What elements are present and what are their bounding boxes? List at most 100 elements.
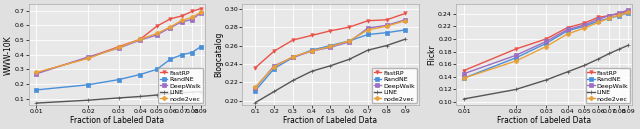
LINE	[252, 102, 259, 103]
LINE	[84, 99, 92, 101]
Line: FastRP: FastRP	[253, 12, 407, 69]
RandNE	[197, 46, 205, 47]
node2vec	[580, 27, 588, 29]
LINE	[115, 97, 122, 99]
X-axis label: Fraction of Labeled Data: Fraction of Labeled Data	[70, 116, 164, 125]
node2vec	[115, 47, 122, 48]
FastRP	[346, 26, 353, 28]
DeepWalk	[616, 12, 623, 14]
FastRP	[564, 27, 572, 28]
DeepWalk	[346, 41, 353, 43]
node2vec	[308, 50, 316, 52]
RandNE	[580, 26, 588, 27]
node2vec	[625, 12, 632, 13]
LINE	[542, 79, 550, 81]
RandNE	[326, 45, 334, 46]
RandNE	[605, 17, 613, 19]
DeepWalk	[594, 19, 602, 20]
RandNE	[402, 29, 410, 31]
node2vec	[153, 33, 161, 34]
RandNE	[594, 21, 602, 22]
FastRP	[153, 25, 161, 27]
FastRP	[402, 13, 410, 14]
FastRP	[84, 57, 92, 58]
Line: FastRP: FastRP	[462, 9, 630, 72]
LINE	[188, 91, 196, 93]
Line: node2vec: node2vec	[35, 10, 202, 74]
DeepWalk	[270, 65, 278, 67]
Line: RandNE: RandNE	[462, 11, 630, 80]
FastRP	[594, 17, 602, 18]
node2vec	[383, 25, 390, 27]
FastRP	[166, 18, 174, 20]
Line: DeepWalk: DeepWalk	[35, 11, 202, 75]
node2vec	[605, 17, 613, 19]
node2vec	[252, 86, 259, 88]
FastRP	[364, 20, 372, 22]
node2vec	[188, 17, 196, 18]
node2vec	[512, 60, 520, 62]
RandNE	[84, 84, 92, 86]
DeepWalk	[33, 73, 40, 75]
RandNE	[383, 32, 390, 33]
RandNE	[460, 77, 468, 79]
node2vec	[289, 56, 297, 57]
DeepWalk	[364, 27, 372, 29]
Line: DeepWalk: DeepWalk	[462, 8, 630, 75]
Y-axis label: Flickr: Flickr	[428, 44, 436, 65]
RandNE	[364, 34, 372, 35]
LINE	[308, 70, 316, 72]
X-axis label: Fraction of Labeled Data: Fraction of Labeled Data	[497, 116, 591, 125]
RandNE	[178, 54, 186, 55]
FastRP	[308, 35, 316, 36]
RandNE	[115, 79, 122, 80]
FastRP	[512, 48, 520, 50]
LINE	[383, 45, 390, 46]
DeepWalk	[197, 12, 205, 14]
LINE	[178, 92, 186, 94]
Legend: FastRP, RandNE, DeepWalk, LINE, node2vec: FastRP, RandNE, DeepWalk, LINE, node2vec	[586, 68, 630, 103]
node2vec	[178, 19, 186, 21]
node2vec	[460, 77, 468, 79]
RandNE	[188, 52, 196, 53]
DeepWalk	[326, 47, 334, 48]
node2vec	[136, 39, 144, 40]
DeepWalk	[542, 41, 550, 42]
FastRP	[33, 72, 40, 74]
node2vec	[364, 29, 372, 31]
node2vec	[270, 66, 278, 67]
node2vec	[346, 40, 353, 42]
DeepWalk	[188, 19, 196, 20]
FastRP	[460, 70, 468, 71]
LINE	[166, 93, 174, 94]
LINE	[136, 96, 144, 97]
RandNE	[270, 68, 278, 69]
DeepWalk	[308, 50, 316, 52]
FastRP	[605, 15, 613, 16]
LINE	[33, 102, 40, 104]
Line: RandNE: RandNE	[35, 45, 202, 92]
Line: node2vec: node2vec	[253, 19, 407, 89]
Line: node2vec: node2vec	[462, 11, 630, 80]
DeepWalk	[564, 29, 572, 30]
FastRP	[178, 15, 186, 17]
DeepWalk	[402, 19, 410, 21]
node2vec	[402, 20, 410, 22]
LINE	[402, 38, 410, 40]
RandNE	[346, 40, 353, 42]
DeepWalk	[252, 87, 259, 89]
RandNE	[136, 74, 144, 75]
Line: LINE: LINE	[462, 43, 630, 101]
RandNE	[564, 30, 572, 31]
LINE	[346, 59, 353, 60]
RandNE	[166, 58, 174, 60]
DeepWalk	[383, 25, 390, 26]
RandNE	[153, 69, 161, 70]
node2vec	[166, 26, 174, 28]
Y-axis label: WWW-10K: WWW-10K	[4, 35, 13, 75]
Line: FastRP: FastRP	[35, 7, 202, 75]
FastRP	[289, 39, 297, 41]
RandNE	[512, 57, 520, 59]
LINE	[364, 49, 372, 51]
node2vec	[33, 72, 40, 73]
